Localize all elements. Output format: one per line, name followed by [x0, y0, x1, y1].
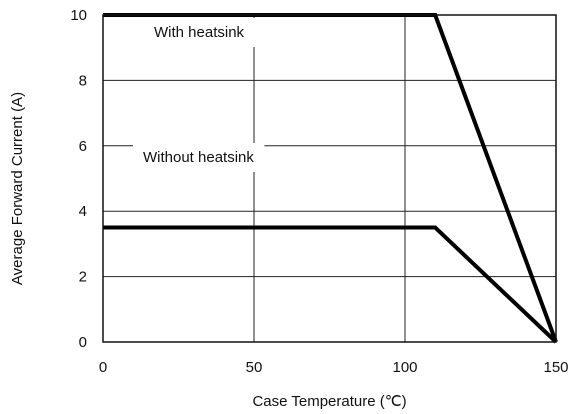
grid: [103, 15, 556, 342]
plot-frame: [102, 14, 557, 343]
series-annotation-1: Without heatsink: [143, 149, 254, 166]
x-tick-label-3: 150: [543, 359, 568, 376]
x-axis-title: Case Temperature (℃): [252, 393, 406, 410]
y-tick-label-4: 8: [79, 72, 87, 89]
annotation-backgrounds: [133, 18, 265, 172]
series-line-0: [103, 13, 558, 343]
x-tick-label-2: 100: [392, 359, 417, 376]
annotation-background-1: [133, 143, 265, 172]
series-lines: [103, 13, 558, 344]
y-tick-label-1: 2: [79, 269, 87, 286]
x-tick-label-0: 0: [99, 359, 107, 376]
y-tick-label-2: 4: [79, 203, 87, 220]
series-annotations: With heatsink Without heatsink: [143, 24, 254, 166]
y-tick-label-0: 0: [79, 334, 87, 351]
y-tick-labels: 0 2 4 6 8 10: [70, 7, 87, 351]
annotation-background-0: [144, 18, 255, 47]
series-line-1: [103, 225, 558, 344]
x-tick-label-1: 50: [246, 359, 263, 376]
series-annotation-0: With heatsink: [154, 24, 245, 41]
y-tick-label-3: 6: [79, 138, 87, 155]
x-tick-labels: 0 50 100 150: [99, 359, 569, 376]
y-tick-label-5: 10: [70, 7, 87, 24]
y-axis-title: Average Forward Current (A): [9, 92, 26, 285]
